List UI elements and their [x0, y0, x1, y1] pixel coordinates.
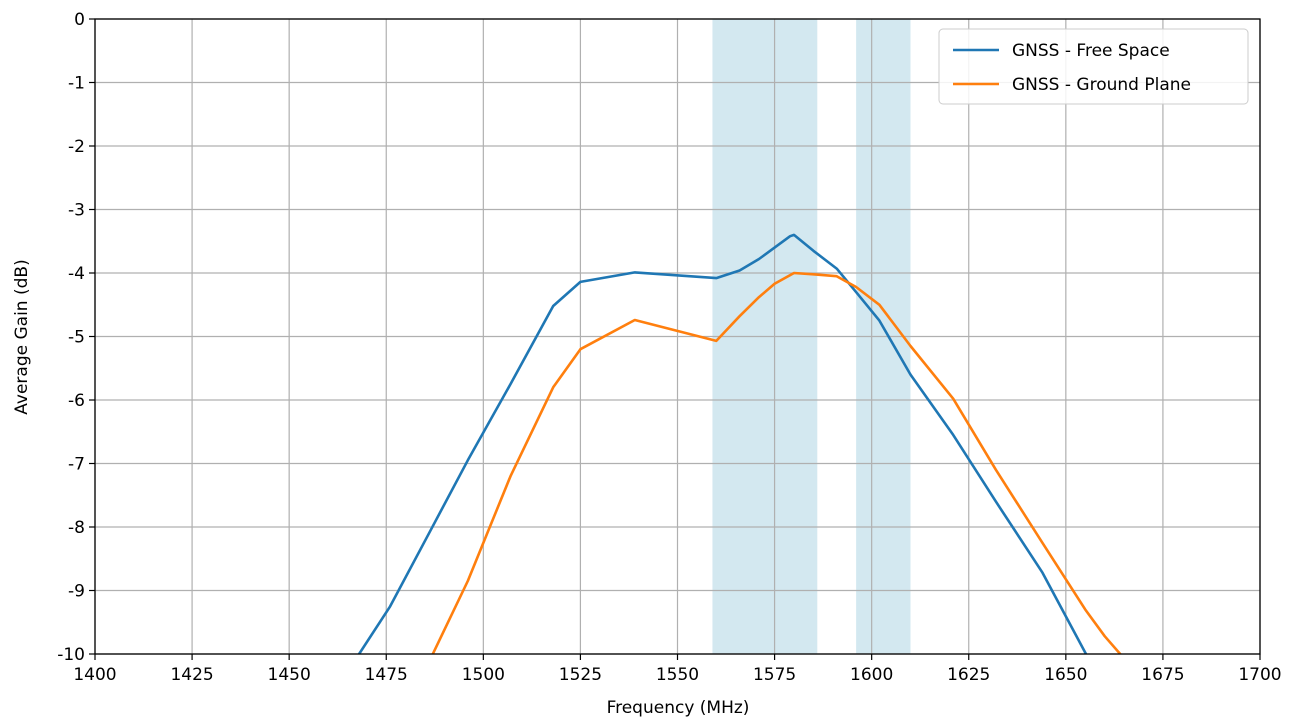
- y-tick-label: -3: [68, 201, 85, 221]
- x-tick-label: 1400: [73, 665, 116, 685]
- x-tick-label: 1550: [656, 665, 699, 685]
- x-tick-label: 1450: [268, 665, 311, 685]
- x-tick-label: 1425: [170, 665, 213, 685]
- legend-label-ground-plane: GNSS - Ground Plane: [1012, 75, 1191, 95]
- y-tick-label: -10: [57, 645, 85, 665]
- y-tick-label: -8: [68, 518, 85, 538]
- tick-labels: 1400 1425 1450 1475 1500 1525 1550 1575 1600 1625…: [57, 10, 1281, 685]
- x-tick-label: 1625: [947, 665, 990, 685]
- x-tick-label: 1650: [1044, 665, 1087, 685]
- x-tick-label: 1525: [559, 665, 602, 685]
- x-tick-label: 1675: [1141, 665, 1184, 685]
- x-tick-label: 1475: [365, 665, 408, 685]
- y-tick-label: -9: [68, 582, 85, 602]
- x-axis-label: Frequency (MHz): [607, 698, 750, 718]
- y-tick-label: 0: [74, 10, 85, 30]
- grid: [94, 18, 1261, 655]
- x-tick-label: 1600: [850, 665, 893, 685]
- x-tick-label: 1700: [1238, 665, 1281, 685]
- series-line-ground-plane: [431, 271, 1122, 654]
- x-tick-label: 1575: [753, 665, 796, 685]
- y-tick-label: -5: [68, 328, 85, 348]
- legend-label-free-space: GNSS - Free Space: [1012, 41, 1170, 61]
- y-tick-label: -6: [68, 391, 85, 411]
- y-tick-label: -7: [68, 455, 85, 475]
- series-line-free-space: [357, 233, 1088, 654]
- y-tick-label: -1: [68, 74, 85, 94]
- series-lines: [357, 233, 1122, 654]
- legend-box: [938, 28, 1249, 105]
- y-tick-label: -4: [68, 264, 85, 284]
- legend: GNSS - Free Space GNSS - Ground Plane: [938, 28, 1249, 105]
- y-tick-label: -2: [68, 137, 85, 157]
- x-tick-label: 1500: [462, 665, 505, 685]
- y-axis-label: Average Gain (dB): [12, 259, 32, 414]
